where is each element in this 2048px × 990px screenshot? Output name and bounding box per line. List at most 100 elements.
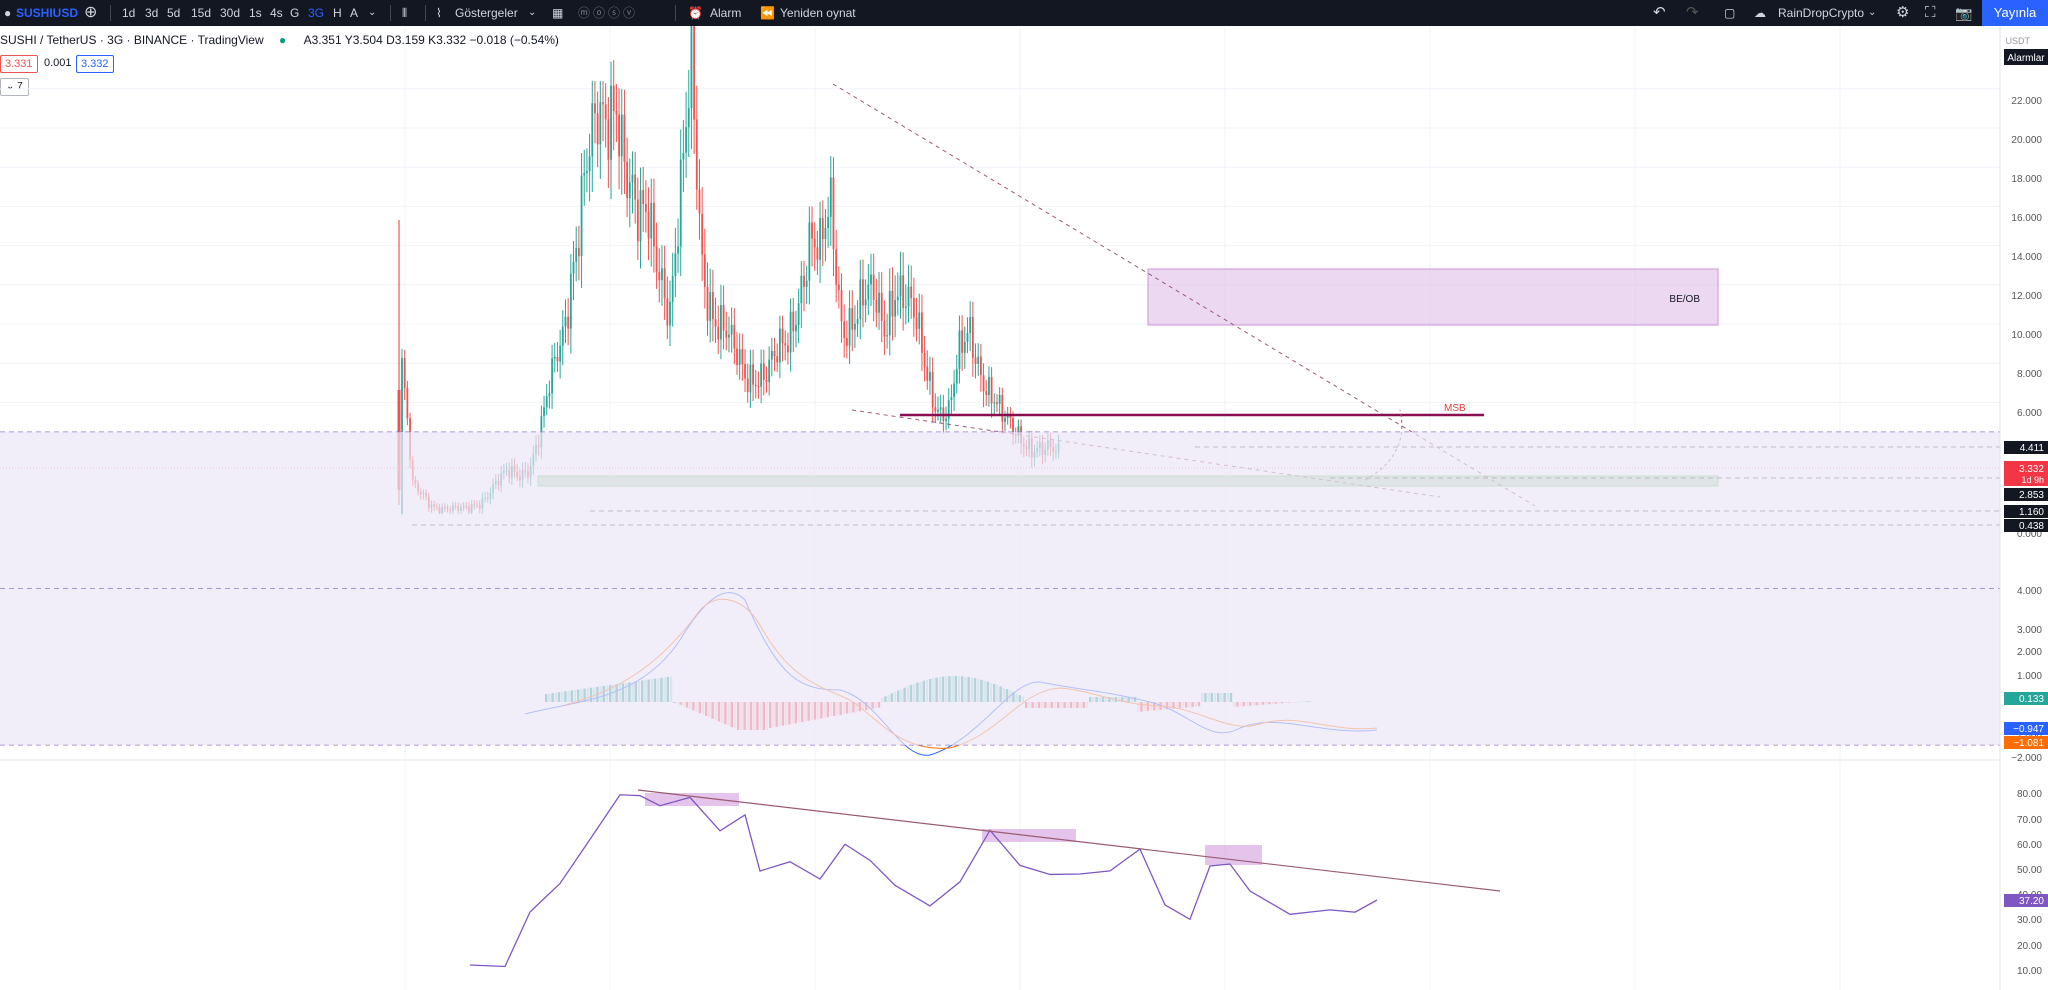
gear-icon[interactable]: ⚙ — [1896, 4, 1910, 21]
interval-chevron-down-icon[interactable]: ⌄ — [368, 7, 377, 18]
candle-body — [808, 222, 811, 281]
bid-price-box[interactable]: 3.331 — [0, 55, 38, 73]
interval-3g[interactable]: 3G — [308, 6, 325, 20]
candle-style-icon[interactable]: ⫴ — [402, 6, 408, 20]
layout-square-icon[interactable]: ▢ — [1724, 6, 1736, 20]
camera-icon[interactable]: 📷 — [1955, 5, 1973, 21]
msb-label: MSB — [1444, 403, 1466, 414]
candle-body — [591, 103, 594, 157]
account-button[interactable]: RainDropCrypto — [1778, 6, 1865, 20]
interval-1s[interactable]: 1s — [249, 6, 262, 20]
last-price-box — [2004, 461, 2048, 486]
interval-3d[interactable]: 3d — [145, 6, 159, 20]
candle-body — [746, 378, 749, 393]
candle-body — [926, 366, 929, 381]
chart-canvas[interactable]: BE/OB MSB 22.000 20.000 18.000 16.000 14.000… — [0, 26, 2048, 990]
rsi-value-label-box — [2004, 894, 2048, 907]
candle-body — [770, 350, 773, 360]
symbol-logo-icon[interactable]: ● — [4, 6, 12, 20]
interval-15d[interactable]: 15d — [191, 6, 212, 20]
candle-body — [722, 305, 725, 331]
candle-body — [1017, 426, 1020, 436]
symbol-search-button[interactable]: SUSHIUSD — [16, 6, 79, 20]
interval-5d[interactable]: 5d — [167, 6, 181, 20]
candle-body — [1012, 417, 1014, 435]
replay-rewind-icon[interactable]: ⏪ — [760, 6, 775, 20]
candle-body — [945, 418, 947, 421]
level-1160-label: 1.160 — [2019, 507, 2044, 518]
price-tick-label: 20.000 — [2011, 135, 2042, 146]
candle-body — [599, 102, 602, 145]
price-tick-label: 14.000 — [2011, 252, 2042, 263]
rsi-tick-label: 30.00 — [2017, 915, 2042, 926]
chart-legend: SUSHI / TetherUS · 3G · BINANCE · Tradin… — [0, 33, 559, 47]
candle-body — [937, 409, 939, 412]
candle-body — [977, 356, 980, 364]
candle-body — [690, 26, 693, 109]
indicators-collapse-toggle[interactable]: ⌄ 7 — [0, 78, 29, 96]
layout-grid-icon[interactable]: ▦ — [552, 6, 564, 20]
interval-h[interactable]: H — [333, 6, 342, 20]
indicators-button[interactable]: Göstergeler — [455, 6, 518, 20]
candle-body — [569, 273, 572, 329]
candle-body — [711, 292, 714, 320]
interval-g[interactable]: G — [290, 6, 300, 20]
template-icons[interactable]: ⓜⓞⓢⓥ — [578, 6, 639, 20]
level-4411-label: 4.411 — [2020, 443, 2045, 454]
candle-body — [749, 364, 752, 393]
price-tick-label: 8.000 — [2017, 369, 2042, 380]
candle-body — [602, 102, 604, 105]
candle-body — [754, 384, 757, 386]
interval-4s[interactable]: 4s — [270, 6, 283, 20]
replay-button[interactable]: Yeniden oynat — [780, 6, 856, 20]
candle-body — [572, 261, 575, 274]
price-tick-label: 6.000 — [2017, 408, 2042, 419]
publish-button[interactable]: Yayınla — [1982, 0, 2048, 26]
alerts-label: Alarmlar — [2007, 53, 2045, 64]
candle-body — [800, 275, 803, 304]
account-chevron-down-icon[interactable]: ⌄ — [1868, 7, 1877, 18]
legend-title[interactable]: SUSHI / TetherUS · 3G · BINANCE · Tradin… — [0, 33, 264, 47]
indicators-icon[interactable]: ⌇ — [436, 6, 442, 20]
candle-body — [784, 343, 787, 346]
candle-body — [733, 324, 736, 349]
candle-body — [653, 202, 655, 247]
ask-price-box[interactable]: 3.332 — [76, 55, 114, 73]
candle-body — [768, 359, 771, 383]
candle-body — [663, 268, 666, 299]
legend-ohlc: A3.351 Y3.504 D3.159 K3.332 −0.018 (−0.5… — [303, 33, 559, 47]
candle-body — [564, 316, 567, 327]
interval-1d[interactable]: 1d — [122, 6, 136, 20]
alarm-button[interactable]: Alarm — [710, 6, 742, 20]
candle-body — [797, 303, 800, 326]
candle-body — [666, 298, 669, 326]
indicators-chevron-down-icon[interactable]: ⌄ — [528, 7, 537, 18]
compare-add-icon[interactable]: ⊕ — [84, 4, 98, 21]
candle-body — [720, 305, 722, 340]
interval-a[interactable]: A — [350, 6, 359, 20]
undo-icon[interactable]: ↶ — [1653, 4, 1666, 21]
candle-body — [864, 299, 867, 306]
macd-tick-label: −2.000 — [2011, 753, 2042, 764]
cloud-icon[interactable]: ☁ — [1754, 6, 1766, 20]
redo-icon[interactable]: ↷ — [1686, 4, 1699, 21]
rsi-pane — [0, 431, 2000, 968]
candle-body — [757, 385, 760, 387]
interval-30d[interactable]: 30d — [220, 6, 241, 20]
candle-body — [878, 292, 880, 313]
candle-body — [974, 357, 977, 364]
candle-body — [891, 290, 894, 317]
level-4411-label-box — [2004, 441, 2048, 454]
alarm-clock-icon[interactable]: ⏰ — [688, 6, 703, 20]
currency-label: USDT — [2006, 36, 2031, 46]
rsi-trendline — [637, 789, 1501, 892]
fullscreen-icon[interactable]: ⛶ — [1925, 4, 1936, 21]
candle-body — [701, 213, 704, 255]
candle-body — [985, 391, 988, 396]
price-axis[interactable]: 22.000 20.000 18.000 16.000 14.000 12.000 10.0… — [1999, 26, 2048, 990]
candle-body — [760, 363, 763, 387]
candle-body — [835, 249, 838, 285]
candle-body — [912, 298, 915, 318]
spread-value: 0.001 — [44, 57, 72, 69]
candle-body — [832, 177, 835, 250]
